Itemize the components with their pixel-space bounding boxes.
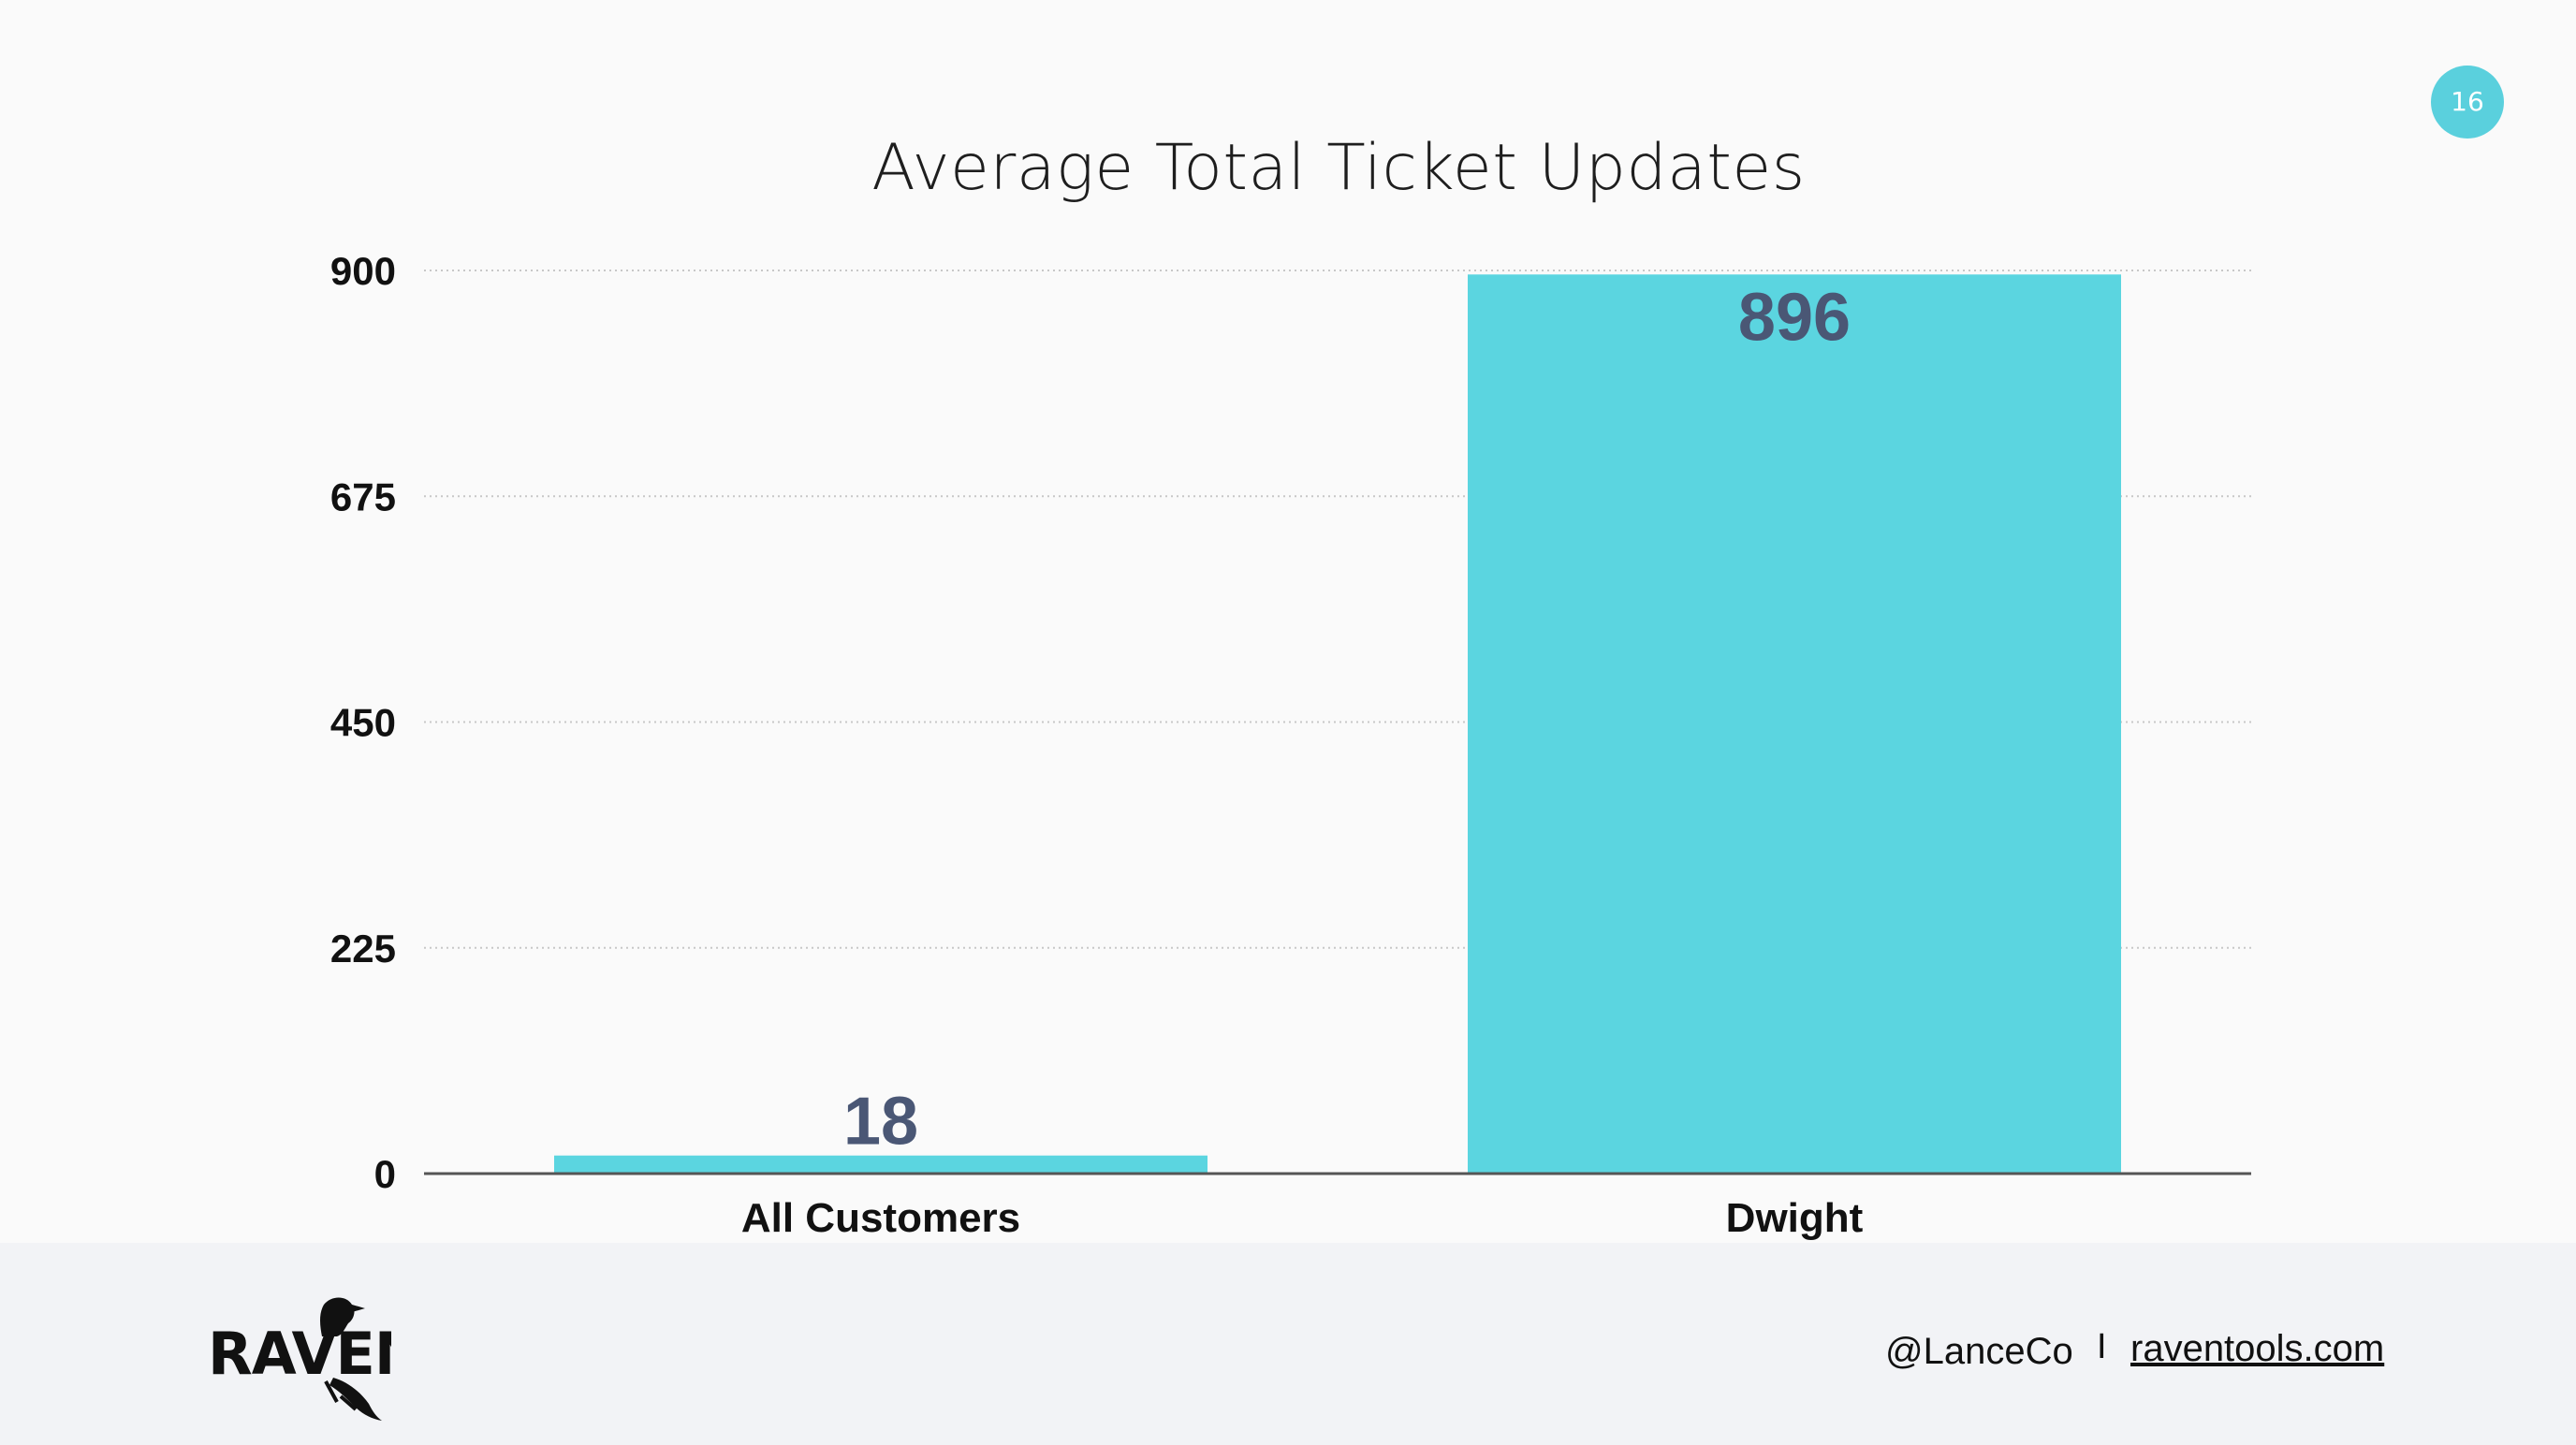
- chart-title: Average Total Ticket Updates: [871, 131, 1806, 205]
- raven-bird-icon: [320, 1297, 382, 1421]
- bar-value-label: 896: [1738, 280, 1851, 355]
- labels: 0 225 450 675 900 18 All Customers 896 Dwight: [330, 249, 1864, 1241]
- y-tick-label: 450: [330, 701, 396, 745]
- x-category-label: Dwight: [1726, 1195, 1864, 1241]
- bar: [1468, 274, 2121, 1174]
- footer-bar: [0, 1243, 2576, 1445]
- y-tick-label: 675: [330, 474, 396, 518]
- y-tick-label: 225: [330, 927, 396, 971]
- raven-logo: RAVEN: [208, 1297, 391, 1421]
- bar-value-label: 18: [843, 1085, 918, 1160]
- y-tick-label: 900: [330, 249, 396, 293]
- footer-separator: I: [2097, 1327, 2107, 1366]
- y-tick-label: 0: [374, 1152, 396, 1196]
- website-link[interactable]: raventools.com: [2130, 1328, 2385, 1369]
- x-category-label: All Customers: [741, 1195, 1020, 1241]
- bars: [554, 274, 2121, 1174]
- bar: [554, 1155, 1208, 1174]
- page-number-badge: 16: [2431, 66, 2504, 139]
- logo-wordmark: RAVEN: [208, 1320, 391, 1388]
- twitter-handle[interactable]: @LanceCo: [1885, 1331, 2073, 1372]
